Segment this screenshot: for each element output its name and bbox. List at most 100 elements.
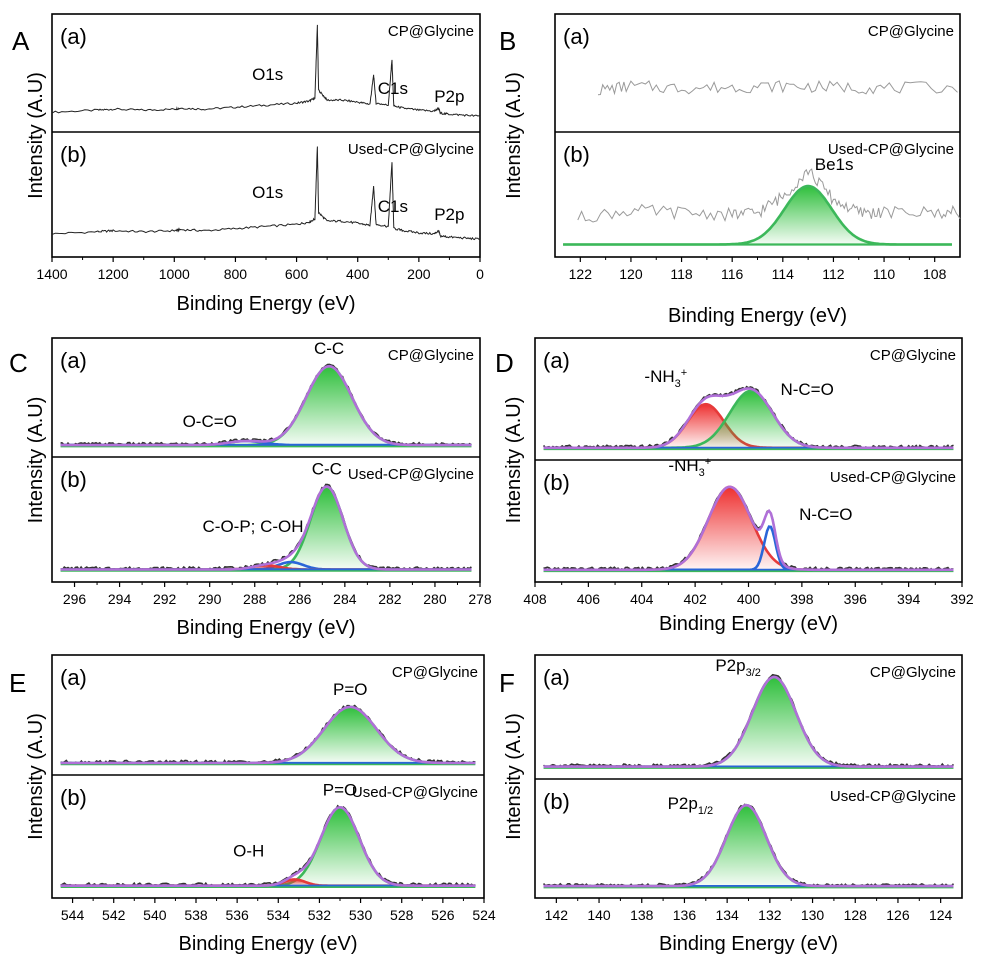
x-tick-label: 406	[577, 591, 601, 607]
x-tick-label: 292	[153, 591, 177, 607]
sample-name: CP@Glycine	[868, 23, 954, 40]
x-tick-label: 294	[108, 591, 132, 607]
subplot-a: (a) CP@Glycine C-C O-C=O	[60, 339, 474, 448]
panel-C: C 296 294 292 290 288 286 284 282 280 278 Binding E…	[9, 337, 492, 639]
peak-label: P2p3/2	[715, 656, 761, 679]
x-tick-label: 132	[758, 907, 782, 923]
subplot-tag: (b)	[543, 789, 570, 814]
x-axis-label: Binding Energy (eV)	[659, 613, 838, 635]
subplot-b: (b) Used-CP@Glycine O1s C1s P2p	[51, 141, 481, 241]
x-tick-label: 124	[929, 907, 953, 923]
subplot-tag: (a)	[60, 665, 87, 690]
peak-label: C-C	[312, 460, 342, 479]
x-tick-label: 404	[630, 591, 654, 607]
envelope-line	[60, 705, 476, 765]
subplot-tag: (a)	[60, 24, 87, 49]
peak-label: O-H	[233, 842, 264, 861]
peak-label: -NH3+	[668, 456, 711, 479]
fit-component-fill	[543, 486, 954, 570]
x-tick-label: 116	[721, 266, 744, 282]
x-tick-label: 538	[184, 907, 208, 923]
subplot-tag: (a)	[543, 665, 570, 690]
x-tick-label: 114	[772, 266, 795, 282]
raw-spectrum-line	[51, 146, 481, 241]
x-tick-label: 600	[285, 266, 309, 282]
x-tick-label: 112	[822, 266, 845, 282]
x-tick-label: 1400	[36, 266, 67, 282]
subplot-a: (a) CP@Glycine P2p3/2	[542, 656, 956, 769]
peak-label: P2p	[434, 205, 464, 224]
x-tick-label: 544	[61, 907, 85, 923]
sample-name: CP@Glycine	[388, 23, 474, 40]
fit-component-fill	[543, 390, 954, 448]
x-tick-label: 396	[844, 591, 868, 607]
subplot-a: (a) CP@Glycine P=O	[60, 664, 478, 766]
fit-component-line	[563, 184, 952, 246]
peak-label: O1s	[252, 65, 283, 84]
x-tick-label: 408	[523, 591, 547, 607]
x-tick-label: 392	[950, 591, 974, 607]
x-axis-label: Binding Energy (eV)	[179, 933, 358, 955]
x-tick-label: 1200	[98, 266, 129, 282]
peak-label: C1s	[378, 197, 408, 216]
subplot-tag: (b)	[543, 470, 570, 495]
sample-name: CP@Glycine	[392, 664, 478, 681]
x-tick-label: 394	[897, 591, 921, 607]
envelope-line	[60, 485, 472, 571]
x-tick-label: 288	[243, 591, 267, 607]
subplot-a: (a) CP@Glycine O1s C1s P2p	[51, 23, 481, 117]
x-tick-label: 536	[225, 907, 249, 923]
fit-component-fill	[60, 706, 476, 763]
x-axis-label: Binding Energy (eV)	[668, 305, 847, 327]
panel-label: D	[495, 348, 514, 378]
subplot-b: (b) Used-CP@Glycine -NH3+ N-C=O	[543, 456, 956, 573]
x-tick-label: 530	[349, 907, 373, 923]
x-tick-label: 142	[545, 907, 569, 923]
raw-spectrum-line	[60, 804, 476, 888]
envelope-line	[543, 387, 954, 450]
panel-D: D 408 406 404 402 400 398 396 394 392 Binding Ener…	[495, 337, 974, 635]
subplot-tag: (b)	[60, 467, 87, 492]
envelope-line	[543, 803, 954, 888]
panel-label: F	[499, 668, 515, 698]
envelope-line	[543, 485, 954, 572]
x-tick-label: 524	[472, 907, 496, 923]
panel-B: B 122 120 118 116 114 112 110 108 Binding Energy …	[499, 13, 961, 327]
x-tick-label: 0	[476, 266, 484, 282]
fit-component-fill	[563, 186, 952, 245]
x-tick-label: 1000	[159, 266, 190, 282]
subplot-tag: (a)	[543, 348, 570, 373]
x-tick-label: 534	[267, 907, 291, 923]
raw-spectrum-line	[60, 363, 472, 447]
peak-label: -NH3+	[644, 367, 687, 390]
x-tick-label: 278	[468, 591, 492, 607]
peak-label: N-C=O	[780, 380, 833, 399]
subplot-b: (b) Used-CP@Glycine P2p1/2	[542, 788, 956, 889]
x-axis-label: Binding Energy (eV)	[177, 293, 356, 315]
y-axis-label: Intensity (A.U)	[25, 397, 47, 524]
panel-frame	[51, 654, 485, 899]
x-tick-label: 532	[308, 907, 332, 923]
panel-frame	[554, 13, 961, 258]
peak-label: C-O-P; C-OH	[203, 517, 304, 536]
panel-label: C	[9, 348, 28, 378]
x-tick-label: 118	[670, 266, 693, 282]
subplot-tag: (a)	[563, 24, 590, 49]
x-tick-label: 540	[143, 907, 167, 923]
fit-component-line	[60, 705, 476, 765]
x-axis-label: Binding Energy (eV)	[659, 933, 838, 955]
x-tick-label: 284	[333, 591, 357, 607]
x-tick-label: 120	[619, 266, 643, 282]
sample-name: Used-CP@Glycine	[348, 466, 474, 483]
panel-label: A	[12, 26, 30, 56]
x-tick-label: 138	[630, 907, 654, 923]
x-tick-label: 108	[923, 266, 947, 282]
raw-spectrum-line	[51, 24, 481, 117]
x-tick-label: 200	[407, 266, 431, 282]
sample-name: Used-CP@Glycine	[828, 141, 954, 158]
x-tick-label: 296	[63, 591, 87, 607]
subplot-tag: (a)	[60, 348, 87, 373]
subplot-tag: (b)	[60, 142, 87, 167]
